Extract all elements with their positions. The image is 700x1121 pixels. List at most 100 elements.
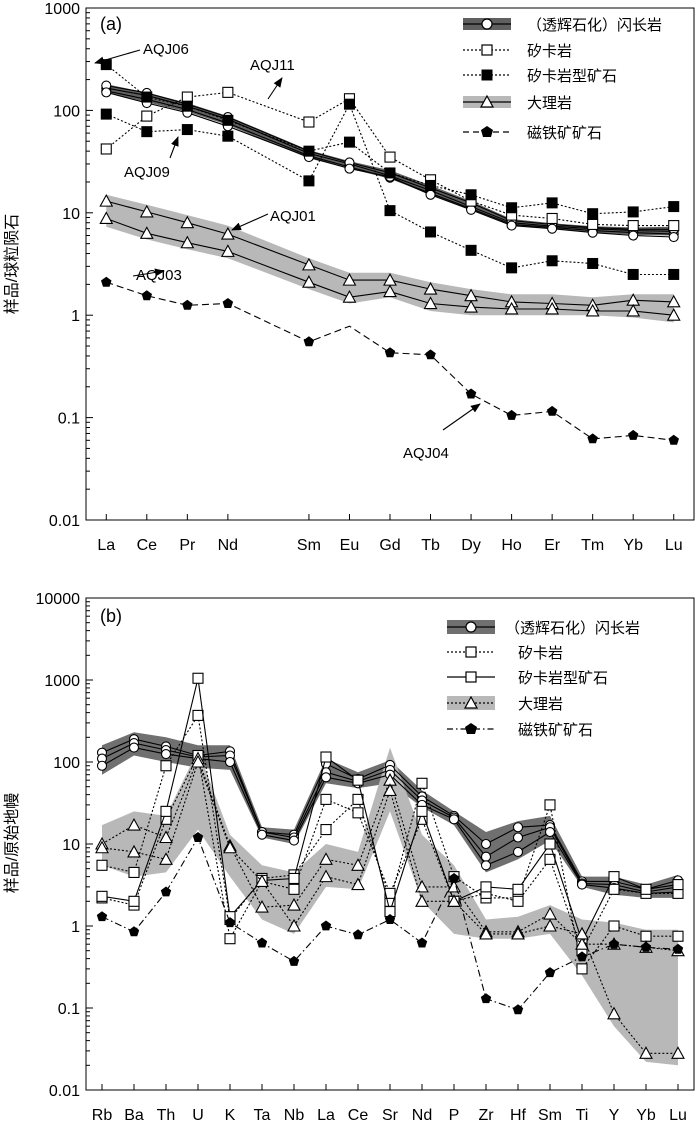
y-tick-label: 0.01 xyxy=(49,1083,80,1100)
data-point-skarn xyxy=(192,709,204,721)
data-point-skarn_ore xyxy=(416,805,428,817)
x-tick-label: La xyxy=(97,537,115,554)
data-point-magnetite xyxy=(416,937,428,948)
data-point-skarn_ore xyxy=(480,881,492,893)
x-tick-label: Pr xyxy=(179,537,196,554)
x-tick-label: Ta xyxy=(254,1107,271,1121)
x-tick-label: Sr xyxy=(382,1107,399,1121)
data-point-skarn_ore xyxy=(384,205,396,217)
x-tick-label: La xyxy=(317,1107,335,1121)
data-point-diorite xyxy=(96,760,108,771)
series-line-diorite xyxy=(106,84,674,230)
data-point-skarn_ore xyxy=(668,268,680,280)
panel-b-y-axis: 0.01 0.1 1 10 100 1000 10000 xyxy=(36,591,93,1100)
legend-b-skarn-ore-label: 矽卡岩型矿石 xyxy=(518,670,608,687)
data-point-skarn_ore xyxy=(384,167,396,179)
data-point-marble xyxy=(127,817,141,831)
data-point-skarn_ore xyxy=(546,197,558,209)
data-point-marble xyxy=(319,869,333,883)
series-line-skarn_ore xyxy=(106,102,674,276)
series-marble-8 xyxy=(99,211,681,321)
data-point-magnetite xyxy=(512,1004,524,1015)
panel-b-spider-diagram: 0.01 0.1 1 10 100 1000 10000 Rb Ba Th U K Ta Nb La Ce S… xyxy=(3,591,695,1121)
data-point-skarn xyxy=(352,807,364,819)
data-point-skarn_ore xyxy=(100,108,112,120)
data-point-skarn xyxy=(416,777,428,789)
x-tick-label: Gd xyxy=(379,537,400,554)
data-point-marble xyxy=(223,840,237,854)
legend-a-marble-label: 大理岩 xyxy=(527,95,572,112)
data-point-marble xyxy=(127,844,141,858)
data-point-marble xyxy=(351,877,365,891)
panel-a-annotation-arrows xyxy=(94,49,481,431)
x-tick-label: Y xyxy=(609,1107,620,1121)
data-point-marble xyxy=(383,783,397,796)
data-point-marble xyxy=(255,899,269,913)
data-point-marble xyxy=(139,204,154,218)
data-point-marble xyxy=(255,874,269,887)
data-point-skarn xyxy=(608,920,620,932)
panel-a-x-axis: La Ce Pr Nd Sm Eu Gd Tb Dy Ho Er Tm Yb Lu xyxy=(97,514,683,554)
y-tick-label: 1000 xyxy=(44,1,80,18)
legend-a-magnetite-marker xyxy=(481,126,493,137)
data-point-skarn_ore xyxy=(546,255,558,267)
data-point-magnetite xyxy=(384,347,396,358)
series-skarn_ore-5 xyxy=(100,59,680,220)
data-point-magnetite xyxy=(448,873,460,883)
data-point-magnetite xyxy=(668,434,679,445)
data-point-marble xyxy=(607,1006,621,1020)
data-point-skarn xyxy=(224,933,236,945)
data-point-marble xyxy=(666,294,681,308)
x-tick-label: Hf xyxy=(510,1107,527,1121)
series-skarn_ore-5 xyxy=(96,672,684,947)
data-point-marble xyxy=(671,1046,685,1059)
data-point-marble xyxy=(95,840,109,854)
data-point-skarn_ore xyxy=(544,838,556,850)
y-tick-label: 0.01 xyxy=(49,513,80,530)
x-tick-label: Tm xyxy=(581,537,604,554)
data-point-skarn_ore xyxy=(96,890,108,902)
series-line-skarn_ore xyxy=(105,64,674,215)
data-point-skarn_ore xyxy=(128,895,140,907)
data-point-diorite xyxy=(544,826,556,838)
x-tick-label: Nd xyxy=(218,537,238,554)
legend-b-marble-label: 大理岩 xyxy=(518,696,563,713)
series-magnetite-8 xyxy=(96,832,684,1015)
annotation-aqj11: AQJ11 xyxy=(250,57,295,74)
y-tick-label: 1 xyxy=(71,308,80,325)
data-point-skarn xyxy=(160,760,172,772)
legend-a-skarn-ore-label: 矽卡岩型矿石 xyxy=(527,68,617,85)
data-point-marble xyxy=(139,226,154,239)
y-tick-label: 10 xyxy=(62,206,80,223)
legend-a-skarn-marker xyxy=(481,44,493,56)
data-point-magnetite xyxy=(352,929,364,940)
data-point-diorite xyxy=(448,814,460,825)
series-skarn-4 xyxy=(100,86,680,232)
data-point-skarn xyxy=(544,799,556,811)
data-point-magnetite xyxy=(384,914,396,924)
data-point-magnetite xyxy=(182,299,193,310)
data-point-marble xyxy=(220,226,235,240)
data-point-skarn_ore xyxy=(506,262,518,274)
annotation-aqj09: AQJ09 xyxy=(124,164,170,181)
data-point-marble xyxy=(639,1046,653,1059)
data-point-marble xyxy=(159,830,173,844)
x-tick-label: Zr xyxy=(478,1107,494,1121)
data-point-diorite xyxy=(320,772,332,783)
data-point-skarn_ore xyxy=(425,226,437,238)
data-point-skarn xyxy=(303,116,315,128)
data-point-marble xyxy=(423,281,438,295)
data-point-skarn_ore xyxy=(141,91,153,103)
band-marble xyxy=(102,747,678,1066)
x-tick-label: Sm xyxy=(538,1107,562,1121)
data-point-diorite xyxy=(101,87,112,98)
legend-a-skarn-label: 矽卡岩 xyxy=(527,43,572,60)
data-point-marble xyxy=(159,852,173,865)
panel-b-label: (b) xyxy=(100,606,122,626)
data-point-skarn xyxy=(100,143,112,155)
data-point-marble xyxy=(464,299,478,313)
annotation-arrow xyxy=(169,136,179,159)
series-skarn_ore-6 xyxy=(100,98,680,280)
data-point-skarn_ore xyxy=(608,871,620,883)
data-point-skarn_ore xyxy=(512,883,524,895)
